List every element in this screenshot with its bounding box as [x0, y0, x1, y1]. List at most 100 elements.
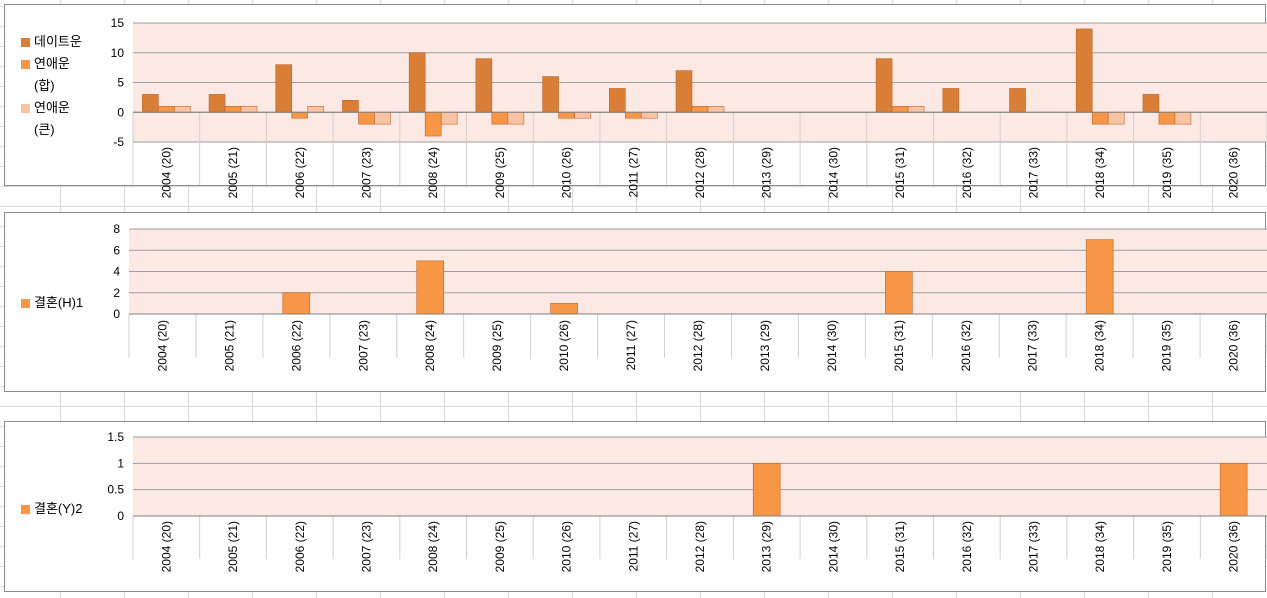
bar: [907, 106, 925, 113]
x-tick-label: 2016 (32): [960, 521, 974, 572]
x-tick-label: 2013 (29): [760, 147, 774, 198]
y-tick-label: 4: [113, 265, 120, 279]
x-tick-label: 2013 (29): [760, 521, 774, 572]
bar: [475, 58, 493, 113]
x-tick-label: 2006 (22): [289, 320, 303, 371]
x-tick-label: 2018 (34): [1093, 320, 1107, 371]
x-tick-label: 2018 (34): [1093, 147, 1107, 198]
bar: [707, 106, 725, 113]
y-tick-label: 0.5: [107, 483, 124, 497]
bar: [358, 111, 375, 125]
legend-item-marriage-y: 결혼(Y)2: [21, 498, 82, 520]
bar: [282, 292, 311, 315]
bar: [424, 111, 442, 137]
x-tick-label: 2012 (28): [691, 320, 705, 371]
x-tick-label: 2015 (31): [892, 320, 906, 371]
bar: [275, 64, 293, 113]
x-tick-label: 2010 (26): [557, 320, 571, 371]
bar: [1174, 111, 1192, 125]
x-tick-label: 2012 (28): [693, 147, 707, 198]
x-tick-label: 2020 (36): [1227, 147, 1241, 198]
chart-2-legend: 결혼(H)1: [21, 292, 83, 314]
x-tick-label: 2006 (22): [293, 147, 307, 198]
chart-dating-romance: 데이트운 연애운(합) 연애운(큰) 15 10 5 0 -5 2004 (20) 2005…: [4, 4, 1267, 198]
bar: [1219, 463, 1248, 517]
bar: [1085, 239, 1114, 315]
legend-label-marriage-h: 결혼(H)1: [34, 295, 84, 310]
bar: [1107, 111, 1125, 125]
x-tick-label: 2007 (23): [356, 320, 370, 371]
legend-item-romance-keun: 연애운(큰): [21, 97, 88, 141]
chart-marriage-y: 결혼(Y)2 1.5 1 0.5 0 2004 (20) 2005 (21) 2006 (2…: [4, 421, 1267, 592]
x-tick-label: 2017 (33): [1026, 320, 1040, 371]
x-tick-label: 2019 (35): [1160, 147, 1174, 198]
x-tick-label: 2010 (26): [560, 521, 574, 572]
chart-3-plot: 1.5 1 0.5 0 2004 (20) 2005 (21) 2006 (22) 2007 …: [107, 430, 1267, 572]
legend-swatch-marriage-h: [21, 299, 30, 308]
bar: [374, 111, 391, 125]
bar: [640, 111, 658, 119]
legend-label-marriage-y: 결혼(Y)2: [34, 501, 83, 516]
x-tick-label: 2007 (23): [359, 521, 373, 572]
legend-item-marriage-h: 결혼(H)1: [21, 292, 83, 314]
bar: [142, 94, 159, 113]
plot-area: [133, 437, 1267, 516]
x-tick-label: 2018 (34): [1093, 521, 1107, 572]
x-tick-label: 2017 (33): [1027, 147, 1041, 198]
bar: [608, 88, 626, 113]
x-tick-label: 2006 (22): [293, 521, 307, 572]
chart-1-plot: 15 10 5 0 -5 2004 (20) 2005 (21) 2006 (22) 2007 …: [111, 16, 1267, 198]
x-tick-label: 2008 (24): [426, 147, 440, 198]
legend-item-dating: 데이트운: [21, 31, 88, 53]
bar: [342, 100, 359, 113]
legend-swatch-marriage-y: [21, 505, 30, 514]
x-tick-label: 2019 (35): [1160, 320, 1174, 371]
y-tick-label: 1: [117, 456, 124, 470]
x-tick-label: 2016 (32): [959, 320, 973, 371]
x-tick-label: 2020 (36): [1227, 320, 1241, 371]
legend-label-dating: 데이트운: [34, 34, 82, 49]
legend-swatch-romance-keun: [21, 104, 30, 113]
legend-label-romance-hap: 연애운(합): [34, 56, 70, 93]
bar: [208, 94, 226, 113]
bar: [158, 106, 175, 113]
x-tick-label: 2008 (24): [423, 320, 437, 371]
bar: [885, 271, 913, 315]
legend-item-romance-hap: 연애운(합): [21, 53, 88, 97]
legend-label-romance-keun: 연애운(큰): [34, 100, 70, 137]
bar: [307, 106, 325, 113]
x-tick-label: 2011 (27): [624, 320, 638, 370]
x-tick-label: 2004 (20): [155, 320, 169, 371]
x-tick-label: 2005 (21): [226, 521, 240, 572]
bar: [574, 111, 591, 119]
x-tick-label: 2011 (27): [626, 521, 640, 571]
x-tick-label: 2013 (29): [758, 320, 772, 371]
bar: [691, 106, 709, 113]
y-tick-label: 1.5: [107, 430, 124, 444]
y-tick-label: 8: [113, 222, 120, 236]
bar: [491, 111, 509, 125]
x-tick-label: 2019 (35): [1160, 521, 1174, 572]
chart-1-legend: 데이트운 연애운(합) 연애운(큰): [21, 31, 88, 141]
y-tick-label: 0: [117, 105, 124, 119]
x-tick-label: 2014 (30): [826, 147, 840, 198]
x-tick-label: 2020 (36): [1227, 521, 1241, 572]
bar: [224, 106, 242, 113]
x-tick-label: 2008 (24): [426, 521, 440, 572]
x-tick-label: 2005 (21): [226, 147, 240, 198]
x-tick-label: 2011 (27): [626, 147, 640, 197]
y-tick-label: 0: [113, 307, 120, 321]
x-tick-label: 2004 (20): [159, 521, 173, 572]
chart-marriage-h: 결혼(H)1 8 6 4 2 0 2004 (20) 2005 (21) 2006 (22) 2…: [4, 212, 1267, 392]
bar: [174, 106, 191, 113]
x-tick-label: 2012 (28): [693, 521, 707, 572]
y-tick-label: 10: [111, 46, 125, 60]
bar: [542, 76, 559, 113]
bar: [624, 111, 642, 119]
chart-3-legend: 결혼(Y)2: [21, 498, 82, 520]
bar: [1009, 88, 1026, 113]
x-tick-label: 2010 (26): [560, 147, 574, 198]
bar: [416, 260, 445, 315]
x-tick-label: 2014 (30): [825, 320, 839, 371]
chart-2-plot: 8 6 4 2 0 2004 (20) 2005 (21) 2006 (22) 2007 (23…: [113, 222, 1267, 371]
